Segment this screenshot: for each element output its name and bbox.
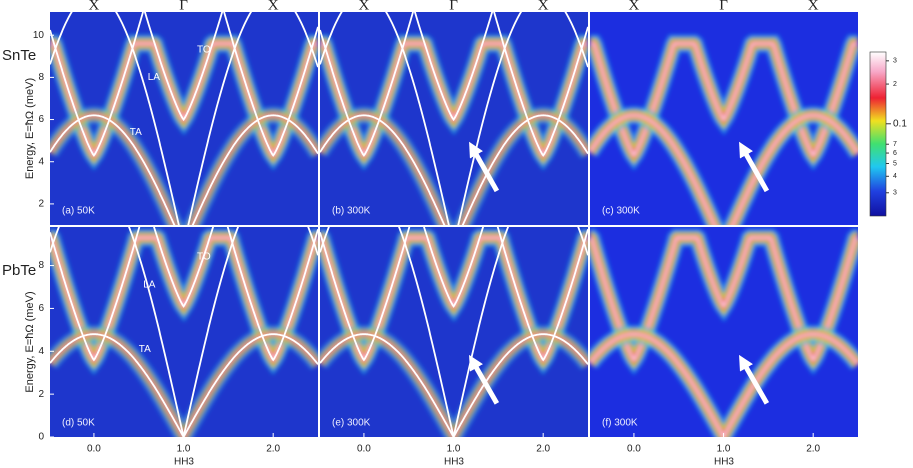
panel-label: (b) 300K [332,206,371,217]
x-axis-label: HH3 [444,457,464,468]
top-label: X [808,0,819,13]
top-label: Γ [449,0,458,13]
curve-label: TA [130,127,142,138]
y-axis-label: Energy, E=ħΩ (meV) [24,291,36,392]
colorbar-tick-label: 3 [893,58,897,65]
panel-label: (f) 300K [602,418,638,429]
dispersion-curve [50,227,318,362]
colorbar-tick-label: 3 [893,190,897,197]
y-tick-label: 4 [38,346,44,357]
dispersion-curve [320,114,588,225]
arrow [739,141,770,193]
panel: (a) 50K TO LA TA [50,12,318,225]
curve-label: TO [197,252,211,263]
x-tick-label: 2.0 [266,444,280,455]
x-tick-label: 1.0 [447,444,461,455]
curve-label: LA [143,279,156,290]
y-tick-label: 8 [38,260,44,271]
x-tick-label: 2.0 [536,444,550,455]
dispersion-curve [153,227,215,308]
colorbar-tick-label: 4 [893,173,897,180]
dispersion-curve [320,12,588,157]
colorbar [869,51,887,217]
x-tick-label: 2.0 [806,444,820,455]
dispersion-curve [423,227,485,308]
y-tick-label: 8 [38,72,44,83]
row-label: SnTe [2,47,36,64]
x-tick-label: 1.0 [717,444,731,455]
y-tick-label: 6 [38,303,44,314]
intensity-bands [590,34,858,225]
intensity-band [590,236,858,362]
x-axis-label: HH3 [174,457,194,468]
panel-label: (a) 50K [62,206,95,217]
top-label: X [88,0,99,13]
colorbar-tick-label: 7 [893,141,897,148]
y-tick-label: 2 [38,199,44,210]
row-label: PbTe [2,262,36,279]
dispersion-curve [50,114,318,225]
panel: (c) 300K [590,12,858,225]
dispersion-curve [413,12,494,122]
x-tick-label: 0.0 [87,444,101,455]
x-axis-label: HH3 [714,457,734,468]
colorbar-tick-label: 5 [893,160,897,167]
panel: (e) 300K [320,227,588,437]
top-label: X [538,0,549,13]
panel-label: (d) 50K [62,418,95,429]
panel: (d) 50K TO LA TA [50,227,318,437]
top-label: X [358,0,369,13]
intensity-band [590,114,858,225]
curve-label: TO [197,45,211,56]
top-label: Γ [179,0,188,13]
x-tick-label: 0.0 [627,444,641,455]
dispersion-curve [320,227,588,362]
colorbar-tick-label: 6 [893,150,897,157]
y-axis-label: Energy, E=ħΩ (meV) [24,78,36,179]
top-label: X [628,0,639,13]
y-tick-label: 6 [38,114,44,125]
y-tick-label: 4 [38,156,44,167]
x-tick-label: 1.0 [177,444,191,455]
y-tick-label: 0 [38,432,44,443]
top-label: X [268,0,279,13]
panel-label: (c) 300K [602,206,640,217]
panel: (b) 300K [320,12,588,225]
colorbar-tick-label: 0.1 [893,118,907,129]
top-label: Γ [719,0,728,13]
curve-label: TA [139,344,151,355]
arrow [739,354,770,405]
arrow [469,354,500,405]
colorbar-tick-label: 2 [893,81,897,88]
curve-label: LA [148,72,161,83]
dispersion-curve [50,12,318,157]
y-tick-label: 2 [38,389,44,400]
panel-label: (e) 300K [332,418,371,429]
y-tick-label: 10 [33,30,45,41]
dispersion-curve [143,12,224,122]
x-tick-label: 0.0 [357,444,371,455]
panel: (f) 300K [590,227,858,437]
arrow [469,141,500,193]
intensity-band [590,42,858,158]
